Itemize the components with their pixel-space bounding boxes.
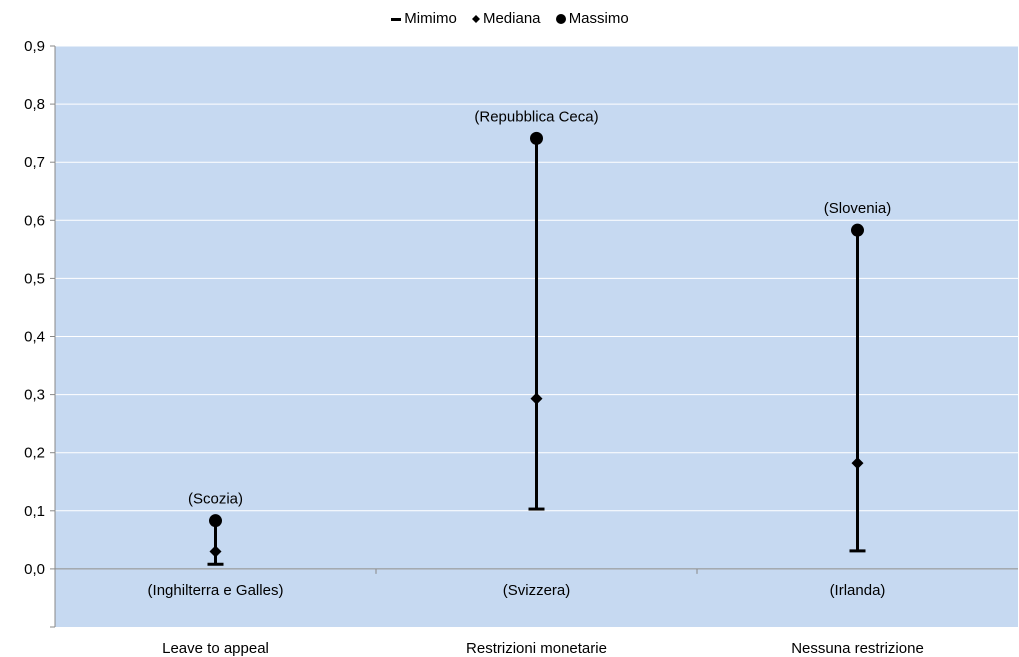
max-marker xyxy=(209,514,222,528)
y-tick-label: 0,8 xyxy=(24,96,45,113)
y-tick-label: 0,0 xyxy=(24,561,45,578)
max-marker xyxy=(530,131,543,145)
x-category-label: Nessuna restrizione xyxy=(791,640,924,657)
chart-legend: Mimimo Mediana Massimo xyxy=(0,10,1019,27)
legend-item-min: Mimimo xyxy=(390,10,457,27)
annotation-label: (Scozia) xyxy=(188,491,243,508)
y-tick-label: 0,6 xyxy=(24,212,45,229)
y-tick-label: 0,1 xyxy=(24,503,45,520)
diamond-marker-icon xyxy=(471,15,480,24)
legend-label-max: Massimo xyxy=(568,10,629,27)
median-marker xyxy=(530,392,543,405)
y-tick-label: 0,3 xyxy=(24,387,45,404)
annotation-label: (Irlanda) xyxy=(830,582,886,599)
x-category-label: Restrizioni monetarie xyxy=(466,640,607,657)
median-marker xyxy=(209,545,222,558)
y-tick-label: 0,4 xyxy=(24,329,45,346)
y-tick-label: 0,2 xyxy=(24,445,45,462)
legend-label-median: Mediana xyxy=(482,10,541,27)
annotation-label: (Repubblica Ceca) xyxy=(474,108,598,125)
annotation-label: (Inghilterra e Galles) xyxy=(148,582,284,599)
x-category-label: Leave to appeal xyxy=(162,640,269,657)
legend-item-median: Mediana xyxy=(471,10,541,27)
y-tick-label: 0,7 xyxy=(24,154,45,171)
legend-item-max: Massimo xyxy=(555,10,629,27)
dash-marker-icon xyxy=(391,18,402,22)
circle-marker-icon xyxy=(555,14,566,25)
max-marker xyxy=(851,223,864,237)
median-marker xyxy=(851,457,864,470)
annotation-label: (Slovenia) xyxy=(824,200,892,217)
annotation-label: (Svizzera) xyxy=(503,582,571,599)
legend-label-min: Mimimo xyxy=(404,10,457,27)
y-tick-label: 0,9 xyxy=(24,38,45,55)
y-tick-label: 0,5 xyxy=(24,270,45,287)
